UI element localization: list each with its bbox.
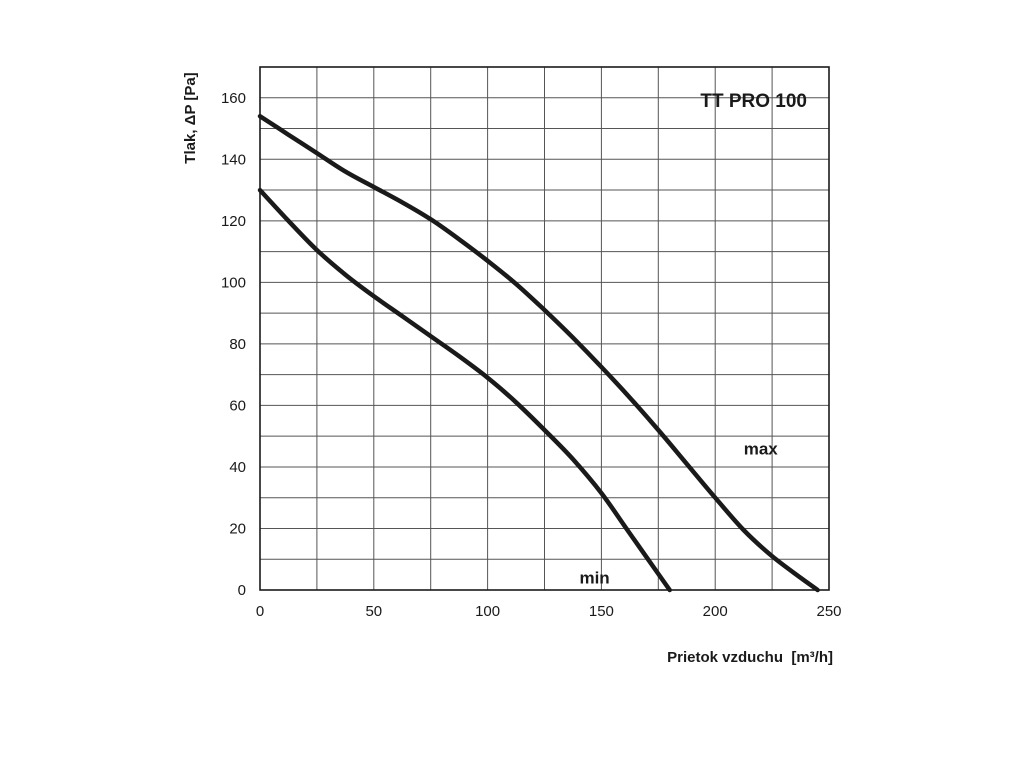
x-axis-title: Prietok vzduchu [m³/h] bbox=[667, 649, 833, 666]
chart-title: TT PRO 100 bbox=[700, 91, 807, 112]
y-tick-label: 40 bbox=[229, 459, 246, 476]
y-tick-label: 100 bbox=[221, 274, 246, 291]
tick-labels: 0 50 100 150 200 250 0 20 40 60 80 100 120 140 160 bbox=[221, 90, 842, 620]
curves bbox=[257, 113, 820, 593]
grid bbox=[260, 67, 829, 590]
x-tick-label: 100 bbox=[475, 603, 500, 620]
series-line-max bbox=[257, 113, 820, 593]
x-tick-label: 50 bbox=[365, 603, 382, 620]
y-tick-label: 0 bbox=[238, 582, 246, 599]
series-line-min bbox=[257, 187, 672, 593]
x-tick-label: 250 bbox=[816, 603, 841, 620]
plot-frame bbox=[259, 66, 830, 591]
y-tick-label: 160 bbox=[221, 90, 246, 107]
y-tick-label: 20 bbox=[229, 520, 246, 537]
y-tick-label: 80 bbox=[229, 336, 246, 353]
y-tick-label: 140 bbox=[221, 151, 246, 168]
y-tick-label: 120 bbox=[221, 213, 246, 230]
series-label-min: min bbox=[579, 569, 609, 588]
x-tick-label: 200 bbox=[703, 603, 728, 620]
x-tick-label: 0 bbox=[256, 603, 264, 620]
x-tick-label: 150 bbox=[589, 603, 614, 620]
series-labels: max min bbox=[579, 439, 778, 587]
y-tick-label: 60 bbox=[229, 397, 246, 414]
y-axis-title: Tlak, ΔP [Pa] bbox=[182, 72, 199, 163]
series-label-max: max bbox=[744, 439, 779, 458]
